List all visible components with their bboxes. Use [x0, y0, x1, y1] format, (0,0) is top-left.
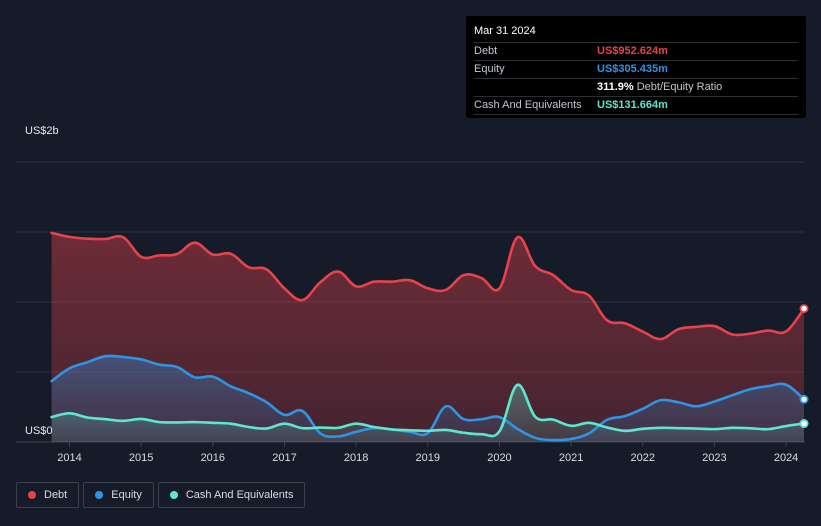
x-tick-label: 2024: [774, 452, 798, 464]
debt-end-marker[interactable]: [799, 304, 809, 314]
x-tick-label: 2021: [559, 452, 583, 464]
y-axis-top-label: US$2b: [25, 125, 59, 137]
tooltip-equity-label: Equity: [474, 63, 505, 75]
equity-line: [50, 354, 806, 442]
legend-item-debt[interactable]: Debt: [16, 482, 80, 508]
x-tick-label: 2016: [201, 452, 225, 464]
tooltip-debt-label: Debt: [474, 45, 498, 57]
cash-area: [51, 384, 804, 442]
x-tick-label: 2015: [129, 452, 153, 464]
chart-legend: Debt Equity Cash And Equivalents: [16, 482, 306, 508]
x-tick-label: 2019: [416, 452, 440, 464]
y-axis-bottom-label: US$0: [25, 425, 53, 437]
x-tick-label: 2017: [272, 452, 296, 464]
legend-debt-label: Debt: [44, 489, 68, 501]
equity-area: [51, 355, 804, 442]
tooltip-cash-value: US$131.664m: [597, 99, 668, 111]
legend-item-equity[interactable]: Equity: [83, 482, 154, 508]
cash-end-marker[interactable]: [799, 419, 809, 429]
legend-cash-label: Cash And Equivalents: [185, 489, 294, 501]
tooltip-cash-label: Cash And Equivalents: [474, 99, 582, 111]
x-axis: 2014 2015 2016 2017 2018 2019 2020 2021 2022 2023…: [57, 442, 798, 464]
tooltip-equity-row: Equity US$305.435m: [474, 60, 798, 78]
series-areas: [51, 232, 804, 442]
tooltip-debt-row: Debt US$952.624m: [474, 42, 798, 60]
debt-line: [50, 231, 806, 341]
x-tick-label: 2023: [702, 452, 726, 464]
tooltip-ratio-label: Debt/Equity Ratio: [636, 81, 723, 93]
tooltip-cash-row: Cash And Equivalents US$131.664m: [474, 96, 798, 115]
tooltip-ratio-row: 311.9% Debt/Equity Ratio: [474, 78, 798, 96]
series-lines: [50, 231, 806, 442]
equity-end-marker[interactable]: [799, 394, 809, 404]
equity-dot-icon: [95, 491, 104, 499]
tooltip-debt-value: US$952.624m: [597, 45, 668, 57]
x-tick-label: 2022: [631, 452, 655, 464]
tooltip-date: Mar 31 2024: [474, 25, 536, 37]
end-markers: [799, 304, 809, 429]
x-tick-label: 2020: [487, 452, 511, 464]
legend-equity-label: Equity: [111, 489, 142, 501]
legend-item-cash[interactable]: Cash And Equivalents: [157, 482, 306, 508]
cash-line: [50, 383, 806, 438]
data-tooltip: Mar 31 2024 Debt US$952.624m Equity US$3…: [466, 16, 806, 118]
tooltip-ratio-value: 311.9%: [597, 81, 634, 93]
x-tick-label: 2018: [344, 452, 368, 464]
tooltip-equity-value: US$305.435m: [597, 63, 668, 75]
x-tick-label: 2014: [57, 452, 81, 464]
cash-dot-icon: [169, 491, 178, 499]
debt-dot-icon: [28, 491, 36, 499]
